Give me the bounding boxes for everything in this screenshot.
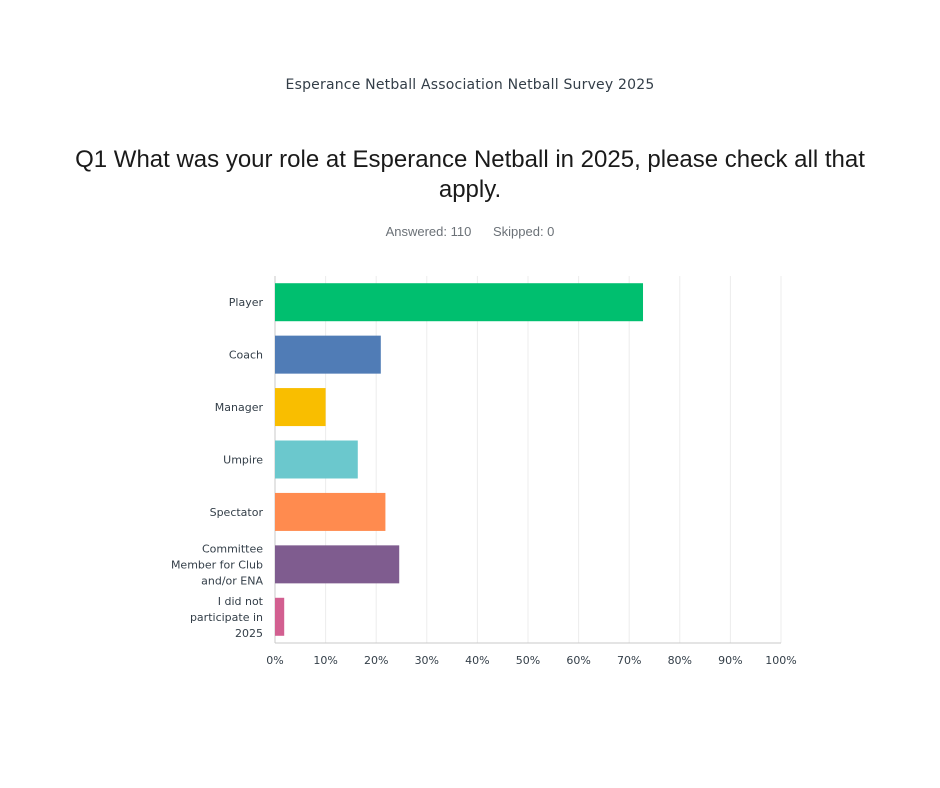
question-title: Q1 What was your role at Esperance Netba… [75,146,865,203]
category-label: Committee [202,542,263,555]
chart-bars [275,283,644,636]
category-labels: Player Coach Manager Umpire Spectator Committ… [171,296,264,640]
x-tick-label: 100% [765,654,796,667]
survey-title: Esperance Netball Association Netball Su… [285,77,655,93]
answered-count: Answered: 110 [385,224,472,239]
x-tick-label: 20% [364,654,388,667]
x-tick-label: 30% [415,654,439,667]
category-label: Coach [229,349,263,362]
x-tick-label: 50% [516,654,540,667]
x-tick-label: 10% [313,654,337,667]
bar[interactable] [275,597,285,636]
x-tick-label: 80% [668,654,692,667]
category-label: Spectator [210,506,264,519]
x-tick-label: 40% [465,654,489,667]
x-tick-labels: 0% 10% 20% 30% 40% 50% 60% 70% 80% 90% 100% [266,654,796,667]
response-stats: Answered: 110 Skipped: 0 [0,224,940,239]
bar[interactable] [275,283,644,322]
bar[interactable] [275,388,326,427]
category-label: Member for Club [171,558,263,571]
x-tick-label: 0% [266,654,283,667]
bar[interactable] [275,492,386,531]
skipped-count: Skipped: 0 [492,224,555,239]
x-tick-label: 90% [718,654,742,667]
category-label: participate in [190,611,263,624]
x-tick-label: 70% [617,654,641,667]
category-label: Umpire [223,454,263,467]
category-label: and/or ENA [201,574,263,587]
category-label: Player [229,296,264,309]
category-label: 2025 [235,627,263,640]
bar[interactable] [275,335,381,374]
x-tick-label: 60% [566,654,590,667]
category-label: Manager [215,401,264,414]
bar[interactable] [275,440,358,479]
category-label: I did not [218,595,264,608]
bar[interactable] [275,545,400,584]
